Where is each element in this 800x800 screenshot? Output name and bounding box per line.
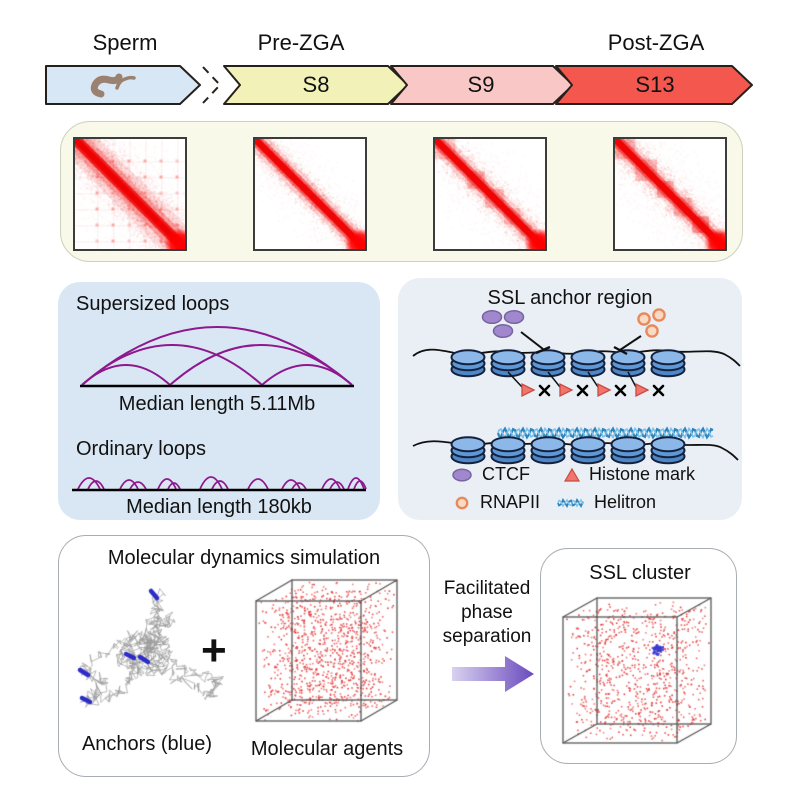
- molecular-agents-label: Molecular agents: [250, 738, 404, 760]
- ssl-anchor-title: SSL anchor region: [487, 287, 653, 309]
- hic-map-s13: [613, 137, 727, 251]
- rnapii-icon: [455, 496, 469, 509]
- phase-separation-caption: Facilitated phase separation: [443, 577, 532, 649]
- sperm-stage-label: Sperm: [92, 30, 158, 55]
- ordinary-median-label: Median length 180kb: [126, 496, 312, 518]
- legend-rnapii-label: RNAPII: [480, 492, 541, 512]
- worm-icon: [90, 73, 136, 98]
- histone-mark-icon: [563, 467, 581, 482]
- supersized-loops-title: Supersized loops: [76, 293, 230, 315]
- md-simulation-title: Molecular dynamics simulation: [107, 547, 381, 569]
- legend-item-helitron: Helitron: [556, 492, 656, 513]
- legend-item-histone: Histone mark: [563, 464, 695, 485]
- fps-line2: phase: [461, 601, 513, 623]
- legend-ctcf-label: CTCF: [482, 464, 530, 484]
- stage-arrow-sperm: [45, 65, 201, 105]
- stage-s13-label: S13: [635, 72, 675, 97]
- hic-map-s9: [433, 137, 547, 251]
- post-zga-label: Post-ZGA: [607, 30, 705, 55]
- supersized-median-label: Median length 5.11Mb: [118, 393, 316, 415]
- ssl-cluster-cube: [557, 593, 717, 748]
- ordinary-loops-title: Ordinary loops: [76, 438, 207, 460]
- fps-line1: Facilitated: [443, 578, 531, 599]
- ctcf-icon: [452, 467, 472, 482]
- anchors-blue-label: Anchors (blue): [81, 733, 213, 755]
- stage-s9-label: S9: [467, 72, 495, 97]
- legend-histone-label: Histone mark: [589, 464, 696, 484]
- fps-line3: separation: [442, 625, 532, 647]
- plus-sign: +: [201, 626, 227, 675]
- stage-gap-dashes: [202, 66, 221, 104]
- ssl-cluster-title: SSL cluster: [589, 562, 691, 584]
- hic-map-sperm: [73, 137, 187, 251]
- legend-helitron-label: Helitron: [594, 492, 657, 512]
- legend-item-rnapii: RNAPII: [452, 492, 540, 513]
- phase-separation-arrow: [452, 656, 534, 692]
- pre-zga-label: Pre-ZGA: [257, 30, 345, 55]
- stage-s8-label: S8: [302, 72, 330, 97]
- helitron-icon: [557, 497, 584, 508]
- hic-map-s8: [253, 137, 367, 251]
- legend-item-ctcf: CTCF: [450, 464, 530, 485]
- molecular-agents-cube: [250, 575, 405, 725]
- polymer-anchors-graphic: [58, 578, 233, 733]
